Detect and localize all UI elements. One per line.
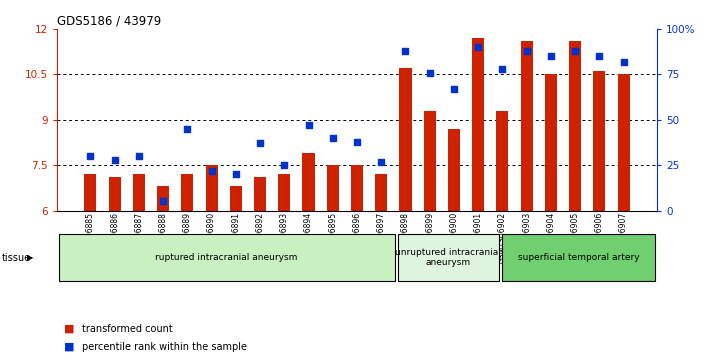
Text: tissue: tissue bbox=[1, 253, 31, 263]
Bar bbox=[618, 74, 630, 211]
Point bbox=[521, 48, 533, 54]
Point bbox=[376, 159, 387, 164]
Text: ruptured intracranial aneurysm: ruptured intracranial aneurysm bbox=[156, 253, 298, 262]
Bar bbox=[593, 72, 605, 211]
Bar bbox=[545, 74, 557, 211]
Point bbox=[157, 199, 169, 204]
Bar bbox=[375, 174, 387, 211]
Point bbox=[473, 44, 484, 50]
Point bbox=[230, 171, 241, 177]
Bar bbox=[109, 177, 121, 211]
Bar bbox=[472, 38, 484, 211]
Bar bbox=[254, 177, 266, 211]
Point bbox=[85, 153, 96, 159]
Point bbox=[400, 48, 411, 54]
Bar bbox=[133, 174, 145, 211]
Bar bbox=[278, 174, 291, 211]
Bar bbox=[496, 111, 508, 211]
Point bbox=[181, 126, 193, 132]
Bar bbox=[230, 186, 242, 211]
Point bbox=[545, 53, 557, 59]
Point bbox=[206, 168, 217, 174]
Bar bbox=[181, 174, 193, 211]
Text: GDS5186 / 43979: GDS5186 / 43979 bbox=[57, 15, 161, 28]
Bar bbox=[327, 165, 339, 211]
Bar bbox=[157, 186, 169, 211]
Bar bbox=[303, 153, 315, 211]
Point bbox=[497, 66, 508, 72]
Bar bbox=[206, 165, 218, 211]
Point bbox=[569, 48, 580, 54]
Text: unruptured intracranial
aneurysm: unruptured intracranial aneurysm bbox=[396, 248, 501, 268]
Text: percentile rank within the sample: percentile rank within the sample bbox=[82, 342, 247, 352]
Point bbox=[303, 122, 314, 128]
Point bbox=[109, 157, 121, 163]
Point bbox=[278, 162, 290, 168]
Point bbox=[134, 153, 145, 159]
Point bbox=[327, 135, 338, 141]
Point bbox=[254, 140, 266, 146]
Text: transformed count: transformed count bbox=[82, 323, 173, 334]
Text: ■: ■ bbox=[64, 342, 75, 352]
Bar bbox=[423, 111, 436, 211]
Point bbox=[351, 139, 363, 144]
Point bbox=[593, 53, 605, 59]
Point bbox=[618, 59, 629, 65]
Bar bbox=[84, 174, 96, 211]
Bar bbox=[448, 129, 460, 211]
Text: ▶: ▶ bbox=[27, 253, 34, 262]
Bar bbox=[399, 68, 411, 211]
Bar bbox=[569, 41, 581, 211]
Bar bbox=[521, 41, 533, 211]
Text: superficial temporal artery: superficial temporal artery bbox=[518, 253, 640, 262]
Bar bbox=[351, 165, 363, 211]
Point bbox=[424, 70, 436, 76]
Point bbox=[448, 86, 460, 92]
Text: ■: ■ bbox=[64, 323, 75, 334]
